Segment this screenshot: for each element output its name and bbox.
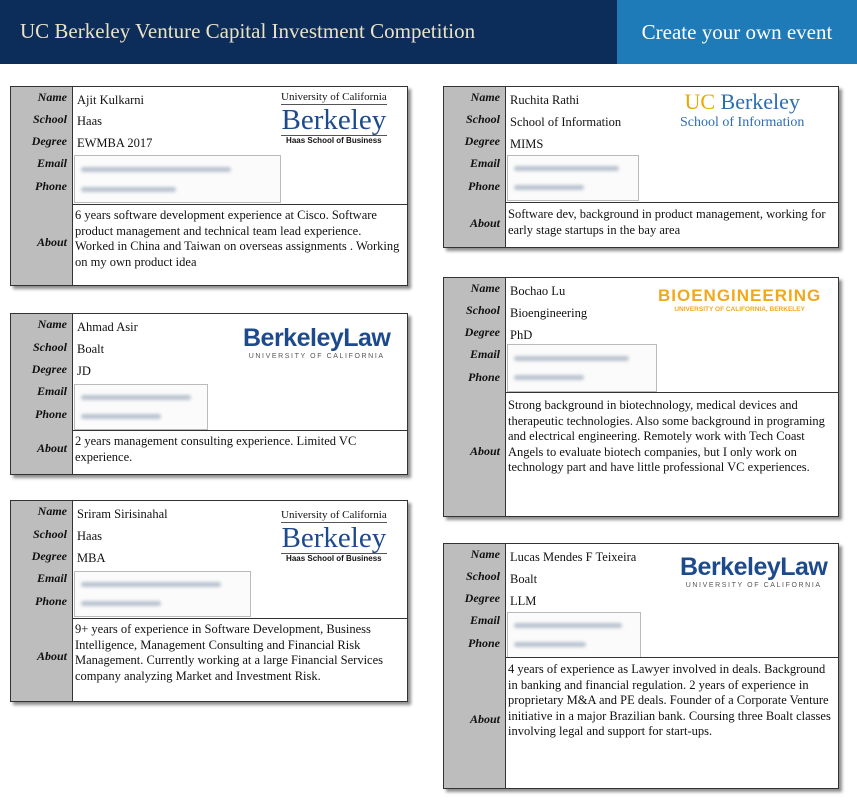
label-phone: Phone — [467, 179, 500, 193]
profile-card-sriram-sirisinahal[interactable]: Name School Degree Email Phone About Sri… — [10, 500, 408, 702]
blurred-contact-info — [507, 155, 639, 201]
about-divider — [72, 618, 407, 619]
label-name: Name — [37, 317, 67, 331]
about-divider — [505, 202, 838, 203]
label-phone: Phone — [34, 407, 67, 421]
field-label-column: Name School Degree Email Phone About — [444, 278, 506, 516]
profile-degree: JD — [77, 364, 91, 378]
profile-card-ahmad-asir[interactable]: Name School Degree Email Phone About Ahm… — [10, 313, 408, 475]
label-school: School — [465, 112, 500, 126]
profile-card-lucas-teixeira[interactable]: Name School Degree Email Phone About Luc… — [443, 543, 839, 789]
profile-degree: LLM — [510, 594, 537, 608]
profile-degree: PhD — [510, 328, 533, 342]
profile-school: Bioengineering — [510, 306, 588, 320]
profile-card-ruchita-rathi[interactable]: Name School Degree Email Phone About Ruc… — [443, 86, 839, 248]
profile-about: 9+ years of experience in Software Devel… — [75, 622, 384, 683]
label-phone: Phone — [467, 370, 500, 384]
label-about: About — [469, 216, 500, 230]
label-degree: Degree — [31, 549, 67, 563]
label-email: Email — [36, 156, 67, 170]
about-divider — [505, 657, 838, 658]
blurred-contact-info — [74, 155, 281, 203]
label-school: School — [32, 340, 67, 354]
about-divider — [505, 392, 838, 393]
label-email: Email — [469, 347, 500, 361]
profile-about: 6 years software development experience … — [75, 208, 400, 269]
profile-degree: EWMBA 2017 — [77, 136, 153, 150]
haas-berkeley-logo: University of California Berkeley Haas S… — [281, 91, 387, 145]
profile-name: Bochao Lu — [510, 284, 566, 298]
label-school: School — [465, 569, 500, 583]
label-phone: Phone — [34, 594, 67, 608]
blurred-contact-info — [507, 612, 641, 658]
label-email: Email — [469, 156, 500, 170]
page-title: UC Berkeley Venture Capital Investment C… — [20, 19, 476, 43]
label-degree: Degree — [464, 325, 500, 339]
field-label-column: Name School Degree Email Phone About — [444, 87, 506, 247]
profile-name: Ajit Kulkarni — [77, 93, 145, 107]
label-about: About — [469, 712, 500, 726]
label-name: Name — [37, 504, 67, 518]
profile-school: Haas — [77, 114, 102, 128]
blurred-contact-info — [507, 344, 657, 392]
profile-school: Haas — [77, 529, 102, 543]
label-name: Name — [470, 281, 500, 295]
profile-school: School of Information — [510, 115, 622, 129]
label-about: About — [36, 441, 67, 455]
label-school: School — [32, 527, 67, 541]
label-name: Name — [470, 547, 500, 561]
field-label-column: Name School Degree Email Phone About — [11, 314, 73, 474]
about-divider — [72, 430, 407, 431]
label-name: Name — [470, 90, 500, 104]
label-school: School — [32, 112, 67, 126]
label-degree: Degree — [464, 591, 500, 605]
label-about: About — [36, 235, 67, 249]
label-name: Name — [37, 90, 67, 104]
label-about: About — [36, 649, 67, 663]
label-email: Email — [36, 571, 67, 585]
field-label-column: Name School Degree Email Phone About — [11, 501, 73, 701]
label-degree: Degree — [464, 134, 500, 148]
create-event-button[interactable]: Create your own event — [617, 0, 857, 64]
field-label-column: Name School Degree Email Phone About — [444, 544, 506, 788]
profile-name: Ahmad Asir — [77, 320, 138, 334]
label-degree: Degree — [31, 362, 67, 376]
berkeley-law-logo: BerkeleyLaw UNIVERSITY OF CALIFORNIA — [680, 553, 828, 589]
profile-name: Lucas Mendes F Teixeira — [510, 550, 637, 564]
profile-school: Boalt — [510, 572, 538, 586]
profile-about: Software dev, background in product mana… — [508, 207, 826, 237]
label-email: Email — [469, 613, 500, 627]
profile-school: Boalt — [77, 342, 105, 356]
label-about: About — [469, 444, 500, 458]
profile-about: 4 years of experience as Lawyer involved… — [508, 662, 831, 738]
profile-card-ajit-kulkarni[interactable]: Name School Degree Email Phone About Aji… — [10, 86, 408, 286]
profile-name: Sriram Sirisinahal — [77, 507, 168, 521]
about-divider — [72, 204, 407, 205]
header-bar: UC Berkeley Venture Capital Investment C… — [0, 0, 617, 64]
profile-degree: MIMS — [510, 137, 544, 151]
label-degree: Degree — [31, 134, 67, 148]
profile-about: Strong background in biotechnology, medi… — [508, 398, 825, 474]
haas-berkeley-logo: University of California Berkeley Haas S… — [281, 509, 387, 563]
ucb-ischool-logo: UC Berkeley School of Information — [680, 89, 805, 130]
profile-about: 2 years management consulting experience… — [75, 434, 357, 464]
profile-degree: MBA — [77, 551, 106, 565]
label-school: School — [465, 303, 500, 317]
bioengineering-logo: BIOENGINEERING UNIVERSITY OF CALIFORNIA,… — [658, 286, 822, 313]
label-email: Email — [36, 384, 67, 398]
berkeley-law-logo: BerkeleyLaw UNIVERSITY OF CALIFORNIA — [243, 324, 391, 360]
profile-card-bochao-lu[interactable]: Name School Degree Email Phone About Boc… — [443, 277, 839, 517]
blurred-contact-info — [74, 384, 208, 430]
field-label-column: Name School Degree Email Phone About — [11, 87, 73, 285]
profile-name: Ruchita Rathi — [510, 93, 580, 107]
blurred-contact-info — [74, 571, 251, 617]
label-phone: Phone — [467, 636, 500, 650]
label-phone: Phone — [34, 179, 67, 193]
